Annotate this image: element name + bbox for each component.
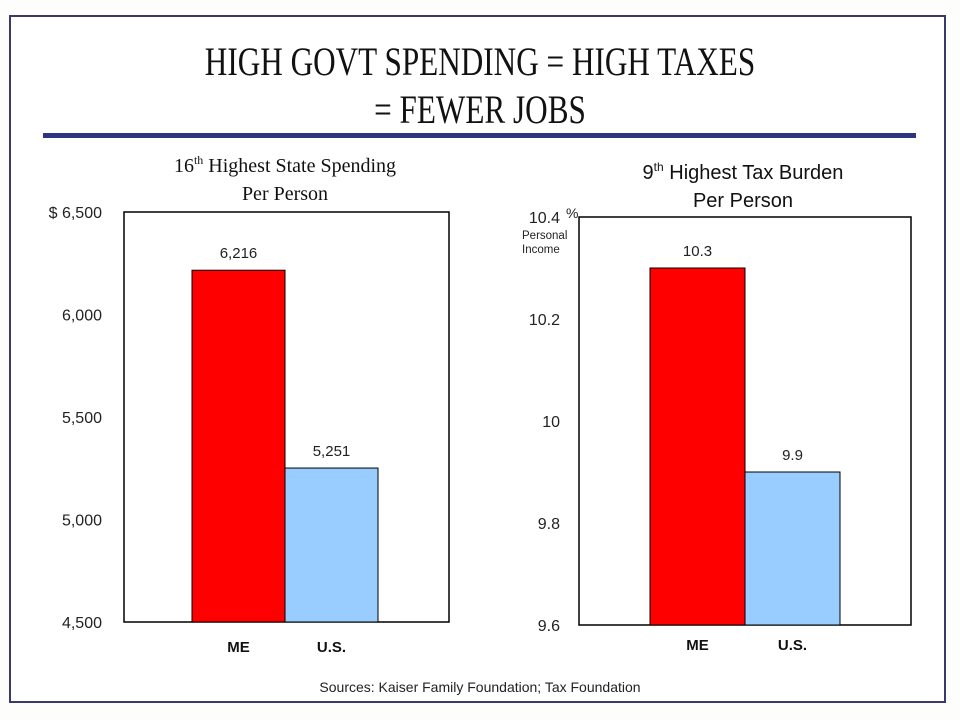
x-category-label: U.S. (317, 639, 346, 656)
bar-me (649, 267, 746, 626)
data-label: 6,216 (220, 245, 258, 262)
x-category-label: ME (686, 637, 709, 654)
bar-us (284, 467, 379, 623)
x-category-label: U.S. (778, 637, 807, 654)
data-label: 5,251 (313, 443, 351, 460)
y-axis-label-line: Income (522, 244, 560, 256)
y-tick-label: 5,000 (62, 513, 102, 530)
chart-2-title: 9th Highest Tax Burden (643, 160, 844, 184)
chart-1-title: 16th Highest State Spending (174, 153, 396, 177)
chart-title-superscript: th (194, 153, 203, 167)
y-tick-label: 10 (542, 414, 560, 431)
y-tick-label: 10.4 (529, 210, 560, 227)
chart-2-title-line-2: Per Person (693, 190, 793, 212)
sources-note: Sources: Kaiser Family Foundation; Tax F… (319, 679, 641, 695)
chart-title-text: Highest State Spending (203, 155, 396, 177)
x-category-label: ME (227, 639, 250, 656)
chart-title-rank: 16 (174, 155, 194, 177)
y-unit-label: % (566, 205, 578, 221)
bar-us (744, 471, 841, 626)
chart-title-superscript: th (654, 160, 664, 174)
y-tick-label: $ 6,500 (49, 205, 102, 222)
data-label: 10.3 (683, 243, 712, 260)
slide-title-line-2: = FEWER JOBS (374, 87, 586, 132)
y-tick-label: 5,500 (62, 410, 102, 427)
y-tick-label: 4,500 (62, 615, 102, 632)
chart-title-text: Highest Tax Burden (664, 162, 844, 184)
y-tick-label: 6,000 (62, 308, 102, 325)
chart-1-title-line-2: Per Person (242, 183, 328, 205)
slide-title-line-1: HIGH GOVT SPENDING = HIGH TAXES (204, 39, 756, 84)
y-tick-label: 9.8 (538, 516, 560, 533)
y-axis-label-line: Personal (522, 230, 567, 242)
data-label: 9.9 (782, 447, 803, 464)
title-underline (43, 133, 916, 138)
bar-me (191, 269, 286, 623)
y-tick-label: 9.6 (538, 618, 560, 635)
chart-title-rank: 9 (643, 162, 654, 184)
y-tick-label: 10.2 (529, 312, 560, 329)
